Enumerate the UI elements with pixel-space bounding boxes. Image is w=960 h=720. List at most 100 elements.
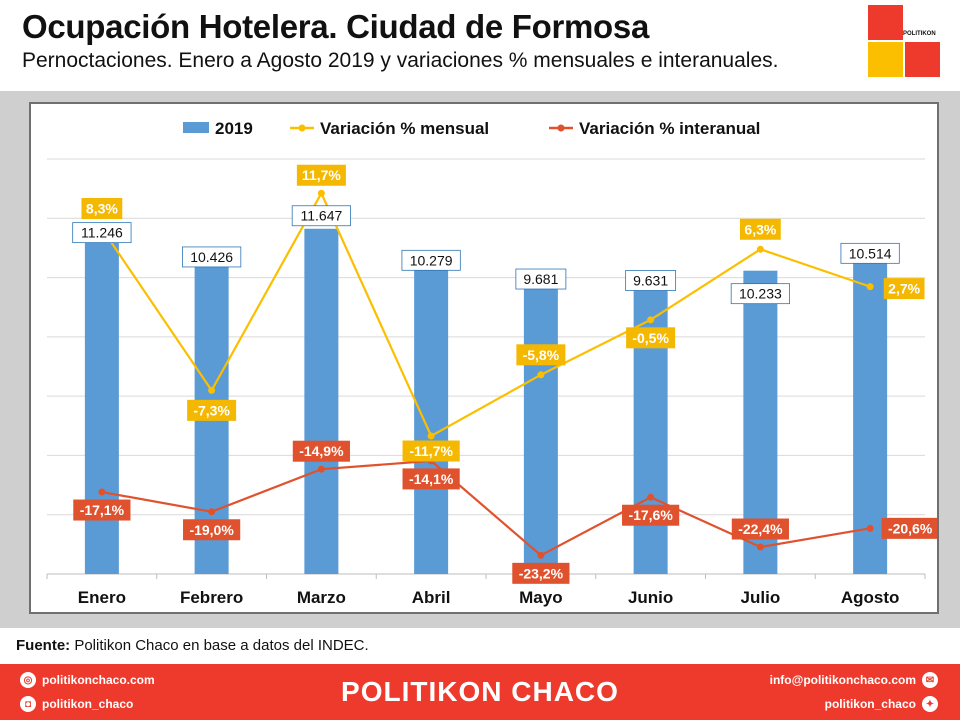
x-category-label: Marzo <box>297 588 346 607</box>
yoy-variation-point <box>647 493 655 501</box>
yoy-variation-label: -17,6% <box>628 507 673 523</box>
yoy-variation-label-box <box>183 519 241 541</box>
yoy-variation-label: -19,0% <box>189 522 234 538</box>
legend-swatch-marker <box>557 124 565 132</box>
monthly-variation-label: -11,7% <box>409 443 453 459</box>
yoy-variation-label-box <box>73 499 131 521</box>
source-text: Politikon Chaco en base a datos del INDE… <box>70 637 369 654</box>
chart-svg: 11.246 10.426 11.647 10.279 9.681 9.631 10.233… <box>46 119 937 607</box>
bar-label-box <box>730 283 790 305</box>
globe-icon: ◎ <box>20 672 36 688</box>
monthly-variation-label: 2,7% <box>888 281 920 297</box>
x-category-label: Julio <box>741 588 781 607</box>
bar-label-box <box>72 222 132 244</box>
legend-swatch-bar <box>183 122 209 133</box>
bar-label-box <box>625 270 677 291</box>
yoy-variation-label-box <box>292 440 350 462</box>
bar-label-box <box>182 246 242 268</box>
legend-label: 2019 <box>215 119 253 138</box>
x-category-label: Mayo <box>519 588 562 607</box>
x-category-label: Enero <box>78 588 126 607</box>
footer-web[interactable]: ◎ politikonchaco.com <box>20 672 155 688</box>
bar <box>523 287 558 574</box>
x-category-label: Abril <box>412 588 451 607</box>
bar-value-label: 10.426 <box>190 249 233 265</box>
monthly-variation-point <box>756 245 764 253</box>
monthly-variation-label-box <box>626 327 676 349</box>
yoy-variation-label-box <box>402 468 460 490</box>
monthly-variation-label: -5,8% <box>523 347 560 363</box>
footer-instagram[interactable]: ◘ politikon_chaco <box>20 696 133 712</box>
monthly-variation-label-box <box>81 198 123 220</box>
monthly-variation-point <box>866 283 874 291</box>
bar <box>853 262 888 574</box>
chart-subtitle: Pernoctaciones. Enero a Agosto 2019 y va… <box>22 49 779 72</box>
bar-value-label: 10.233 <box>739 286 782 302</box>
bar-value-label: 10.514 <box>849 245 892 261</box>
monthly-variation-label: 8,3% <box>86 201 118 217</box>
monthly-variation-label: 11,7% <box>302 167 341 183</box>
bar-label-box <box>401 249 461 271</box>
bar <box>414 269 449 574</box>
monthly-variation-point <box>537 371 545 379</box>
footer-email-text: info@politikonchaco.com <box>769 673 916 687</box>
monthly-variation-label: 6,3% <box>744 221 776 237</box>
yoy-variation-point <box>208 508 216 516</box>
yoy-variation-label-box <box>512 562 570 584</box>
logo-text: POLITIKON <box>903 31 936 37</box>
footer-email[interactable]: info@politikonchaco.com ✉ <box>770 672 938 688</box>
footer-web-text: politikonchaco.com <box>42 673 155 687</box>
x-category-label: Agosto <box>841 588 900 607</box>
source-label: Fuente: <box>16 637 71 654</box>
monthly-variation-line <box>100 190 871 438</box>
monthly-variation-point <box>317 189 325 197</box>
yoy-variation-label: -23,2% <box>519 565 564 581</box>
yoy-variation-label: -22,4% <box>738 521 783 537</box>
chart-title: Ocupación Hotelera. Ciudad de Formosa <box>22 8 650 45</box>
footer-twitter-text: politikon_chaco <box>824 697 916 711</box>
monthly-variation-point <box>208 386 216 394</box>
bar-label-box <box>291 205 351 227</box>
yoy-variation-label: -14,9% <box>299 443 344 459</box>
politikon-logo <box>868 5 940 77</box>
instagram-icon: ◘ <box>20 696 36 712</box>
yoy-variation-label: -17,1% <box>80 502 125 518</box>
bar <box>304 228 339 574</box>
footer-twitter[interactable]: politikon_chaco ✦ <box>825 696 938 712</box>
legend-swatch-marker <box>298 124 306 132</box>
x-category-label: Junio <box>628 588 673 607</box>
yoy-variation-label-box <box>731 518 789 540</box>
logo-square-red-2 <box>905 42 940 77</box>
mail-icon: ✉ <box>922 672 938 688</box>
bar <box>84 240 119 575</box>
footer-bar <box>0 664 960 720</box>
bar-label-box <box>515 268 567 290</box>
monthly-variation-label-box <box>883 278 925 300</box>
monthly-variation-label: -0,5% <box>632 330 669 346</box>
legend-label: Variación % mensual <box>320 119 489 138</box>
logo-square-white <box>905 5 940 40</box>
monthly-variation-point <box>647 316 655 324</box>
yoy-variation-label-box <box>622 504 680 526</box>
x-category-label: Febrero <box>180 588 243 607</box>
footer-brand: POLITIKON CHACO <box>341 676 619 707</box>
source-note: Fuente: Politikon Chaco en base a datos … <box>16 637 369 654</box>
twitter-icon: ✦ <box>922 696 938 712</box>
yoy-variation-point <box>537 551 545 559</box>
monthly-variation-label-box <box>739 218 781 240</box>
yoy-variation-point <box>317 465 325 473</box>
monthly-variation-label-box <box>402 440 460 462</box>
monthly-variation-label: -7,3% <box>193 402 230 418</box>
monthly-variation-label-box <box>516 344 566 366</box>
yoy-variation-label: -20,6% <box>888 520 933 536</box>
footer-instagram-text: politikon_chaco <box>42 697 134 711</box>
bar-value-label: 9.681 <box>523 271 558 287</box>
bar-value-label: 11.647 <box>300 208 342 224</box>
logo-square-red <box>868 5 903 40</box>
yoy-variation-point <box>866 524 874 532</box>
monthly-variation-point <box>427 432 435 440</box>
yoy-variation-point <box>756 543 764 551</box>
monthly-variation-label-box <box>296 164 346 186</box>
legend-label: Variación % interanual <box>579 119 760 138</box>
yoy-variation-point <box>98 488 106 496</box>
